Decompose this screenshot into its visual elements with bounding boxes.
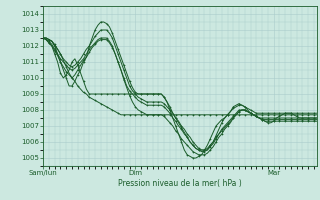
X-axis label: Pression niveau de la mer( hPa ): Pression niveau de la mer( hPa )	[118, 179, 242, 188]
